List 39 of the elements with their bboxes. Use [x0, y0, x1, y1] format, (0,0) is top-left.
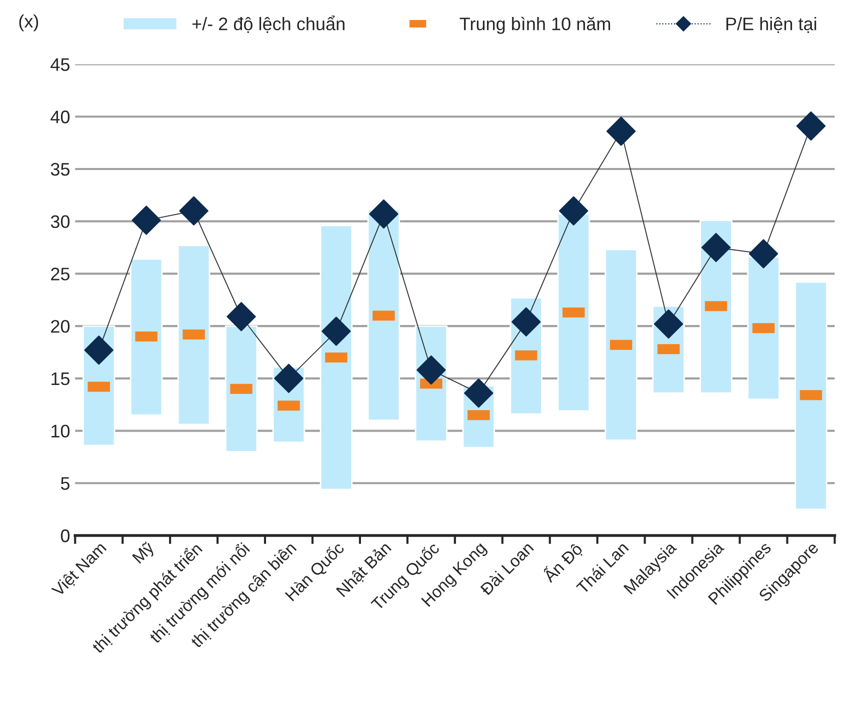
point — [701, 232, 731, 262]
bar — [794, 281, 828, 510]
point — [369, 199, 398, 229]
y-tick-label: 15 — [52, 372, 70, 386]
bar — [747, 256, 780, 400]
y-tick-label: 5 — [60, 477, 70, 490]
x-tick-label: Mỹ — [132, 540, 158, 566]
bar — [177, 244, 210, 426]
point — [559, 196, 588, 226]
y-axis-title: (x) — [19, 14, 38, 32]
y-tick-label: 30 — [50, 215, 70, 228]
bar — [320, 224, 353, 490]
bar — [557, 213, 590, 412]
y-tick-label: 20 — [51, 320, 70, 333]
point — [654, 309, 684, 339]
bar — [604, 248, 638, 441]
point — [132, 206, 161, 235]
y-tick-label: 35 — [50, 162, 70, 176]
bar — [224, 325, 258, 452]
bar — [367, 209, 400, 422]
legend-label: P/E hiện tại — [726, 16, 816, 33]
point — [84, 336, 114, 365]
legend-label: Trung bình 10 năm — [460, 16, 610, 34]
legend-label: +/- 2 độ lệch chuẩn — [192, 16, 344, 33]
point — [512, 307, 541, 336]
point — [226, 302, 256, 332]
point — [322, 316, 351, 346]
y-tick-label: 40 — [50, 110, 70, 124]
point — [606, 116, 636, 146]
y-tick-label: 25 — [51, 268, 70, 280]
point — [179, 196, 208, 226]
y-tick-label: 10 — [52, 424, 70, 438]
bar — [130, 258, 163, 416]
point — [748, 239, 778, 268]
y-tick-label: 0 — [60, 529, 70, 542]
y-tick-label: 45 — [50, 58, 70, 71]
point — [464, 378, 494, 408]
point — [274, 364, 304, 394]
point — [796, 111, 826, 141]
